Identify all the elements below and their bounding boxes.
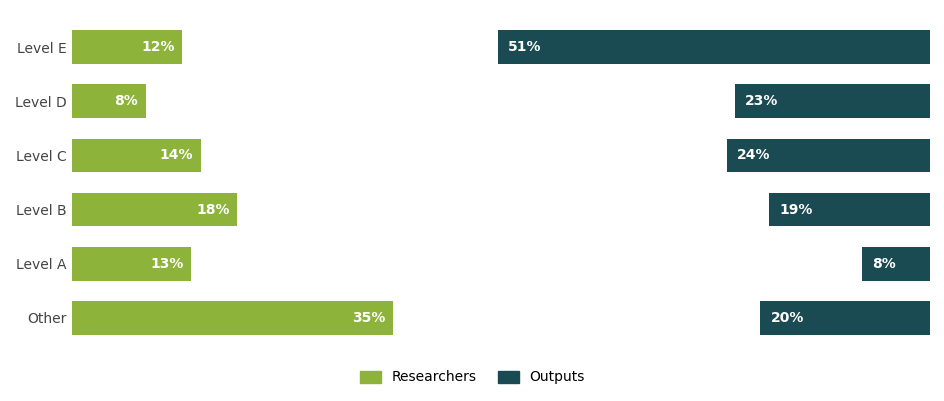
Text: 14%: 14%: [160, 148, 193, 162]
Text: 18%: 18%: [196, 203, 229, 217]
Bar: [760, 301, 929, 335]
Text: 35%: 35%: [352, 311, 385, 325]
Bar: [73, 301, 393, 335]
Bar: [768, 193, 929, 226]
Text: 24%: 24%: [736, 148, 769, 162]
Bar: [73, 84, 145, 118]
Legend: Researchers, Outputs: Researchers, Outputs: [354, 365, 590, 390]
Text: 13%: 13%: [150, 257, 184, 271]
Bar: [726, 139, 929, 172]
Bar: [73, 247, 192, 281]
Bar: [73, 139, 200, 172]
Text: 8%: 8%: [114, 94, 138, 108]
Text: 8%: 8%: [871, 257, 895, 271]
Text: 51%: 51%: [507, 40, 541, 54]
Text: 12%: 12%: [142, 40, 175, 54]
Bar: [73, 30, 182, 64]
Text: 20%: 20%: [769, 311, 803, 325]
Bar: [861, 247, 929, 281]
Bar: [734, 84, 929, 118]
Bar: [73, 193, 237, 226]
Text: 23%: 23%: [745, 94, 778, 108]
Bar: [497, 30, 929, 64]
Text: 19%: 19%: [778, 203, 812, 217]
